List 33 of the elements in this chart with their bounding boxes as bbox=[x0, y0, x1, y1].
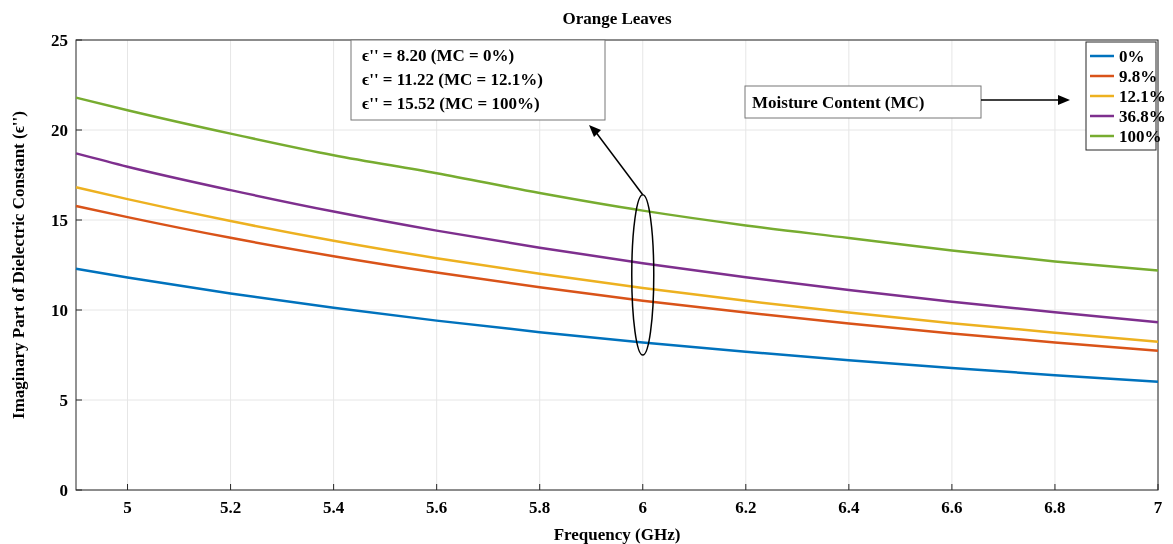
line-series bbox=[74, 185, 1160, 343]
legend-label: 36.8% bbox=[1119, 107, 1166, 126]
annotation: ϵ'' = 11.22 (MC = 12.1%) bbox=[362, 70, 543, 89]
x-tick-label: 5.2 bbox=[219, 498, 242, 517]
annotation: ϵ'' = 15.52 (MC = 100%) bbox=[362, 94, 540, 113]
x-tick-label: 6.8 bbox=[1044, 498, 1066, 517]
x-tick-label: 6.4 bbox=[838, 498, 860, 517]
legend-label: 0% bbox=[1119, 47, 1145, 66]
x-tick-label: 6.6 bbox=[941, 498, 963, 517]
y-tick-label: 25 bbox=[51, 31, 68, 50]
y-tick-label: 20 bbox=[51, 121, 68, 140]
x-tick-label: 6 bbox=[638, 498, 648, 517]
line-series bbox=[74, 204, 1160, 353]
annotation: ϵ'' = 8.20 (MC = 0%) bbox=[362, 46, 515, 65]
legend-label: 12.1% bbox=[1119, 87, 1166, 106]
legend-label: 9.8% bbox=[1119, 67, 1158, 86]
y-tick-label: 15 bbox=[51, 211, 68, 230]
x-tick-label: 5.8 bbox=[529, 498, 551, 517]
line-series bbox=[74, 152, 1160, 324]
x-tick-label: 5 bbox=[123, 498, 132, 517]
legend-label: 100% bbox=[1119, 127, 1162, 146]
x-tick-label: 5.4 bbox=[322, 498, 345, 517]
x-tick-label: 5.6 bbox=[426, 498, 448, 517]
annotation: Moisture Content (MC) bbox=[752, 93, 925, 112]
x-axis-title: Frequency (GHz) bbox=[553, 525, 681, 544]
y-axis-title: Imaginary Part of Dielectric Constant (ϵ'') bbox=[9, 111, 28, 419]
x-tick-label: 6.2 bbox=[735, 498, 757, 517]
y-tick-label: 5 bbox=[59, 391, 68, 410]
y-tick-label: 10 bbox=[51, 301, 68, 320]
line-series bbox=[74, 267, 1160, 383]
chart-title: Orange Leaves bbox=[562, 9, 672, 28]
x-tick-label: 7 bbox=[1153, 498, 1163, 517]
y-tick-label: 0 bbox=[59, 481, 68, 500]
